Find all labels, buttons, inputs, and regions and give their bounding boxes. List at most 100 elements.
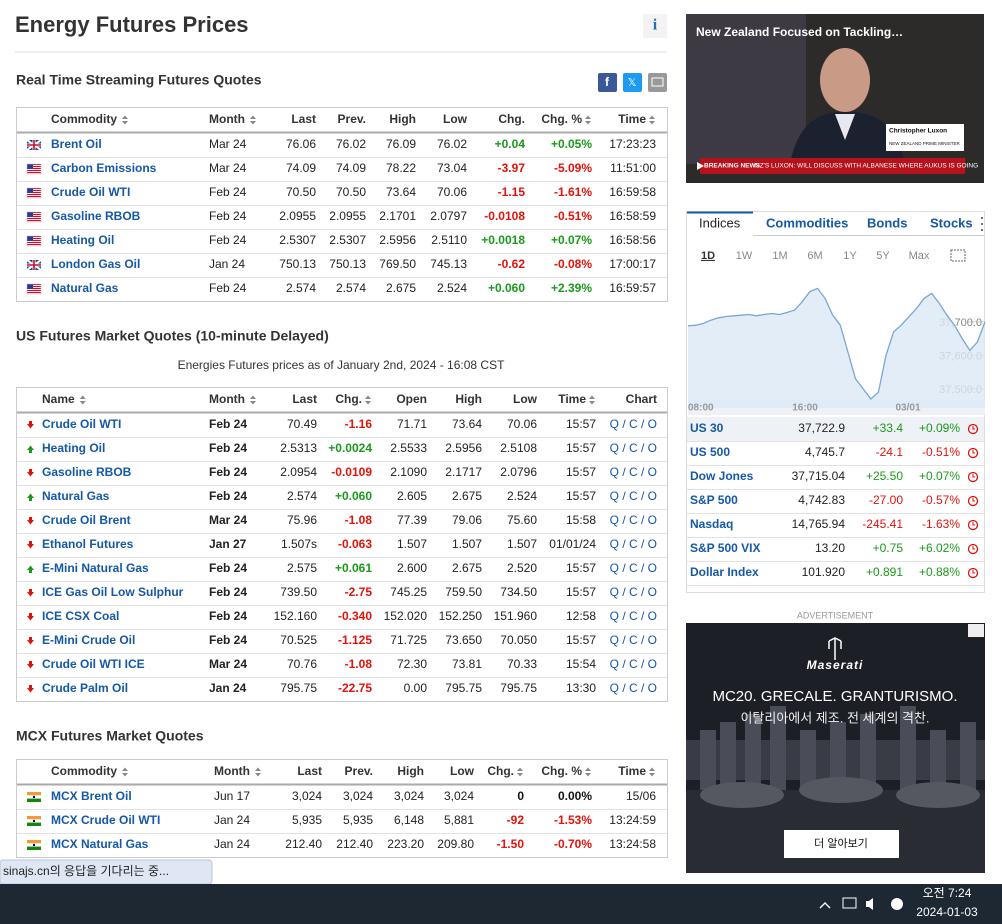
table-cell: 74.09 [286,161,316,175]
column-header[interactable]: Chg. [487,764,514,778]
chart-links[interactable]: Q / C / O [610,657,657,671]
index-link[interactable]: US 500 [690,445,730,459]
commodity-link[interactable]: Brent Oil [51,137,102,151]
range-button[interactable]: 1Y [843,250,857,262]
market-tab[interactable]: Stocks [930,215,973,230]
commodity-link[interactable]: Gasoline RBOB [51,209,141,223]
x-button[interactable] [623,73,642,92]
chart-links[interactable]: Q / C / O [610,585,657,599]
commodity-link[interactable]: MCX Natural Gas [51,837,149,851]
column-header[interactable]: Time [618,764,646,778]
commodity-link[interactable]: Natural Gas [51,281,119,295]
fullscreen-icon[interactable] [950,249,966,262]
commodity-link[interactable]: Crude Oil Brent [42,513,131,527]
column-header[interactable]: Time [618,112,646,126]
commodity-link[interactable]: Crude Oil WTI ICE [42,657,145,671]
chart-links[interactable]: Q / C / O [610,537,657,551]
commodity-link[interactable]: Natural Gas [42,489,110,503]
commodity-link[interactable]: MCX Crude Oil WTI [51,813,160,827]
column-header[interactable]: Month [209,392,245,406]
sort-icon[interactable] [649,767,655,777]
commodity-link[interactable]: Heating Oil [51,233,114,247]
index-link[interactable]: Dollar Index [690,565,759,579]
column-header[interactable]: Commodity [51,764,117,778]
column-header[interactable]: Chg. % [541,764,582,778]
index-link[interactable]: Dow Jones [690,469,754,483]
chart-links[interactable]: Q / C / O [610,681,657,695]
index-link[interactable]: Nasdaq [690,517,733,531]
column-header[interactable]: Month [209,112,245,126]
info-button[interactable] [643,14,667,38]
column-header[interactable]: Name [42,392,75,406]
column-header[interactable]: Commodity [51,112,117,126]
table-cell: Mar 24 [209,137,247,151]
column-header[interactable]: Chg. [335,392,362,406]
range-button[interactable]: 5Y [876,250,890,262]
ad-button-label[interactable]: 더 알아보기 [814,836,868,850]
commodity-link[interactable]: Ethanol Futures [42,537,134,551]
commodity-link[interactable]: Gasoline RBOB [42,465,132,479]
market-tab[interactable]: Bonds [867,215,907,230]
facebook-button[interactable] [598,73,617,92]
chart-links[interactable]: Q / C / O [610,513,657,527]
range-button[interactable]: Max [909,250,930,262]
column-header[interactable]: Chg. % [541,112,582,126]
notification-icon[interactable] [891,898,903,910]
table-cell: Feb 24 [209,633,247,647]
commodity-link[interactable]: E-Mini Natural Gas [42,561,149,575]
index-link[interactable]: S&P 500 VIX [690,541,761,555]
chart-links[interactable]: Q / C / O [610,417,657,431]
commodity-link[interactable]: Crude Oil WTI [51,185,130,199]
commodity-link[interactable]: MCX Brent Oil [51,789,132,803]
sort-icon[interactable] [249,395,256,405]
ad-button[interactable] [784,830,899,858]
sort-icon[interactable] [585,767,591,777]
range-button[interactable]: 1W [736,250,753,262]
sort-icon[interactable] [249,115,256,125]
table-cell: -1.50 [497,837,525,851]
breaking-bar [700,158,965,174]
play-icon[interactable] [697,162,704,170]
mail-button[interactable] [648,73,667,92]
chart-links[interactable]: Q / C / O [610,609,657,623]
flag-wheel [32,819,36,823]
network-icon[interactable] [842,897,857,909]
range-button[interactable]: 1D [701,250,715,262]
chart-links[interactable]: Q / C / O [610,489,657,503]
trend-down-arrow [27,517,34,525]
index-link[interactable]: S&P 500 [690,493,738,507]
sort-icon[interactable] [649,115,655,125]
sort-icon[interactable] [122,767,128,777]
column-header[interactable]: Time [558,392,586,406]
column-header[interactable]: Month [214,764,250,778]
range-button[interactable]: 1M [772,250,787,262]
chart-links[interactable]: Q / C / O [610,441,657,455]
volume-icon[interactable] [866,898,873,910]
commodity-link[interactable]: ICE CSX Coal [42,609,119,623]
table-cell: 2.0955 [279,209,316,223]
market-tab[interactable]: Commodities [766,215,848,230]
section-subtitle: Energies Futures prices as of January 2n… [178,358,506,372]
market-tab[interactable]: Indices [699,215,741,230]
sort-icon[interactable] [122,115,128,125]
tray-chevron[interactable] [819,902,831,909]
commodity-link[interactable]: London Gas Oil [51,257,140,271]
sort-icon[interactable] [517,767,523,777]
commodity-link[interactable]: E-Mini Crude Oil [42,633,135,647]
index-link[interactable]: US 30 [690,421,724,435]
range-button[interactable]: 6M [807,250,822,262]
commodity-link[interactable]: Carbon Emissions [51,161,157,175]
sort-icon[interactable] [79,395,86,405]
sort-icon[interactable] [589,395,595,405]
ad-choices[interactable] [968,624,984,637]
chart-links[interactable]: Q / C / O [610,465,657,479]
sort-icon[interactable] [365,395,371,405]
chart-links[interactable]: Q / C / O [610,633,657,647]
commodity-link[interactable]: ICE Gas Oil Low Sulphur [42,585,184,599]
commodity-link[interactable]: Heating Oil [42,441,105,455]
sort-icon[interactable] [585,115,591,125]
commodity-link[interactable]: Crude Oil WTI [42,417,121,431]
sort-icon[interactable] [254,767,261,777]
commodity-link[interactable]: Crude Palm Oil [42,681,128,695]
chart-links[interactable]: Q / C / O [610,561,657,575]
